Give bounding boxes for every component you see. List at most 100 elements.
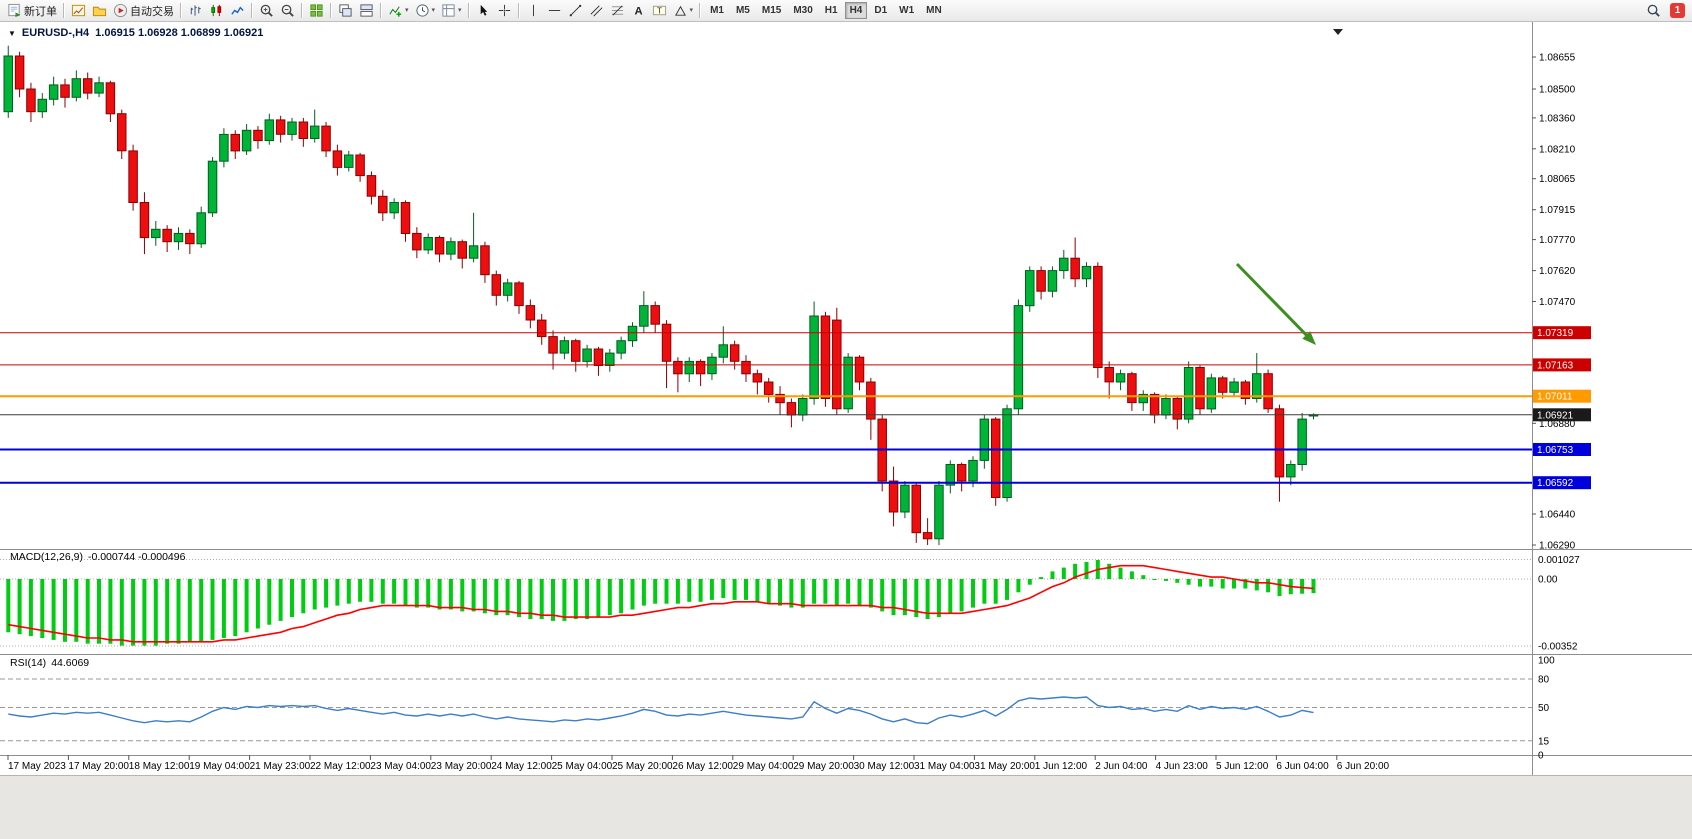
cursor-button[interactable]	[473, 1, 494, 20]
channel-button[interactable]	[586, 1, 607, 20]
macd-bar	[709, 579, 714, 600]
tile-windows-button[interactable]	[306, 1, 327, 20]
macd-panel[interactable]	[0, 559, 1532, 647]
chevron-down-icon: ▾	[689, 7, 694, 14]
candle	[1217, 377, 1228, 393]
cascade-windows-button[interactable]	[335, 1, 356, 20]
periods-button[interactable]: ▾	[412, 1, 439, 20]
macd-bar	[1266, 579, 1271, 593]
autotrade-label: 自动交易	[130, 5, 174, 18]
candle	[1138, 393, 1148, 404]
text-label-button[interactable]: T	[649, 1, 670, 20]
notification-badge[interactable]: 1	[1670, 3, 1685, 18]
macd-bar	[63, 579, 67, 642]
timeframe-w1-button[interactable]: W1	[894, 2, 919, 19]
line-chart-button[interactable]	[227, 1, 248, 20]
macd-bar	[993, 579, 998, 604]
svg-text:1.06921: 1.06921	[1537, 410, 1574, 421]
chart-window-icon	[71, 3, 86, 18]
macd-bar	[210, 579, 215, 640]
candle	[287, 121, 297, 135]
price-axis[interactable]: 1.08655 1.08500 1.08360 1.08210 1.08065 1.079…	[1532, 53, 1591, 762]
zoom-out-button[interactable]	[277, 1, 298, 20]
bar-chart-button[interactable]	[185, 1, 206, 20]
rsi-panel[interactable]	[0, 678, 1532, 742]
chart-window-button[interactable]	[68, 1, 89, 20]
templates-button[interactable]: ▾	[438, 1, 465, 20]
timeframe-m5-button[interactable]: M5	[731, 2, 755, 19]
price-badge	[1533, 476, 1591, 490]
timeframe-d1-button[interactable]: D1	[869, 2, 892, 19]
ohlc-values: 1.06915 1.06928 1.06899 1.06921	[95, 27, 264, 39]
macd-bar	[789, 579, 794, 608]
chevron-down-icon: ▾	[431, 7, 436, 14]
macd-bar	[630, 579, 635, 610]
macd-bar	[494, 579, 499, 616]
svg-text:1.06753: 1.06753	[1537, 445, 1574, 456]
candle	[786, 402, 797, 416]
vertical-line-button[interactable]	[523, 1, 544, 20]
candle	[763, 381, 774, 395]
bar-chart-icon	[188, 3, 203, 18]
timeframe-h1-button[interactable]: H1	[820, 2, 843, 19]
price-badge	[1533, 389, 1591, 403]
macd-axis-label: 0.00	[1538, 575, 1558, 586]
fibonacci-button[interactable]	[607, 1, 628, 20]
crosshair-button[interactable]	[494, 1, 515, 20]
chart-canvas[interactable]: 1.08655 1.08500 1.08360 1.08210 1.08065 1.079…	[0, 22, 1692, 839]
price-label: 1.08360	[1539, 113, 1576, 124]
candle	[548, 336, 558, 354]
autotrade-button[interactable]: 自动交易	[110, 1, 177, 20]
toolbar: 新订单 自动交易 ▾ ▾ ▾ A T ▾ M1 M5 M15 M30 H1 H4 D1 W1 MN 1	[0, 0, 1692, 22]
time-label: 25 May 20:00	[612, 761, 673, 772]
candle	[1172, 398, 1183, 420]
candles-layer	[3, 45, 1319, 545]
candle	[1036, 270, 1046, 292]
time-axis[interactable]: 17 May 2023 17 May 20:00 18 May 12:00 19 Ma…	[7, 755, 1390, 772]
chevron-down-icon: ▾	[405, 7, 409, 14]
macd-signal-line	[8, 564, 1314, 643]
search-button[interactable]	[1643, 1, 1664, 20]
candle	[1297, 418, 1307, 466]
hlines-layer[interactable]	[0, 332, 1532, 484]
macd-bar	[1277, 579, 1282, 597]
macd-bar	[324, 579, 329, 608]
horizontal-line-button[interactable]	[544, 1, 565, 20]
candle	[105, 82, 116, 115]
candle	[684, 360, 694, 375]
shapes-button[interactable]: ▾	[670, 1, 697, 20]
macd-bar	[1016, 579, 1021, 593]
candle	[1013, 305, 1024, 410]
candle	[332, 150, 343, 168]
macd-bar	[1005, 579, 1009, 600]
candle	[468, 245, 479, 259]
candle	[185, 232, 195, 245]
indicators-button[interactable]: ▾	[385, 1, 412, 20]
macd-bar	[1141, 575, 1146, 579]
trendline-button[interactable]	[565, 1, 586, 20]
timeframe-m30-button[interactable]: M30	[788, 2, 817, 19]
toolbar-separator	[517, 3, 520, 18]
timeframe-mn-button[interactable]: MN	[921, 2, 947, 19]
candle	[729, 344, 740, 362]
macd-bar	[834, 579, 839, 606]
annotation-arrow[interactable]	[1235, 262, 1316, 345]
time-label: 22 May 12:00	[310, 761, 371, 772]
macd-bar	[971, 579, 975, 608]
new-order-button[interactable]: 新订单	[4, 1, 60, 20]
time-label: 29 May 20:00	[793, 761, 854, 772]
macd-bar	[585, 579, 590, 619]
arrange-windows-button[interactable]	[356, 1, 377, 20]
candle	[639, 305, 649, 327]
timeframe-m1-button[interactable]: M1	[705, 2, 729, 19]
profiles-button[interactable]	[89, 1, 110, 20]
zoom-in-button[interactable]	[256, 1, 277, 20]
zoom-in-icon	[259, 3, 274, 18]
timeframe-h4-button[interactable]: H4	[844, 2, 868, 19]
candlestick-chart-button[interactable]	[206, 1, 227, 20]
cursor-icon	[476, 3, 491, 18]
macd-bar	[551, 579, 555, 621]
chevron-down-icon[interactable]: ▼	[8, 28, 16, 38]
text-button[interactable]: A	[628, 1, 649, 20]
timeframe-m15-button[interactable]: M15	[757, 2, 786, 19]
